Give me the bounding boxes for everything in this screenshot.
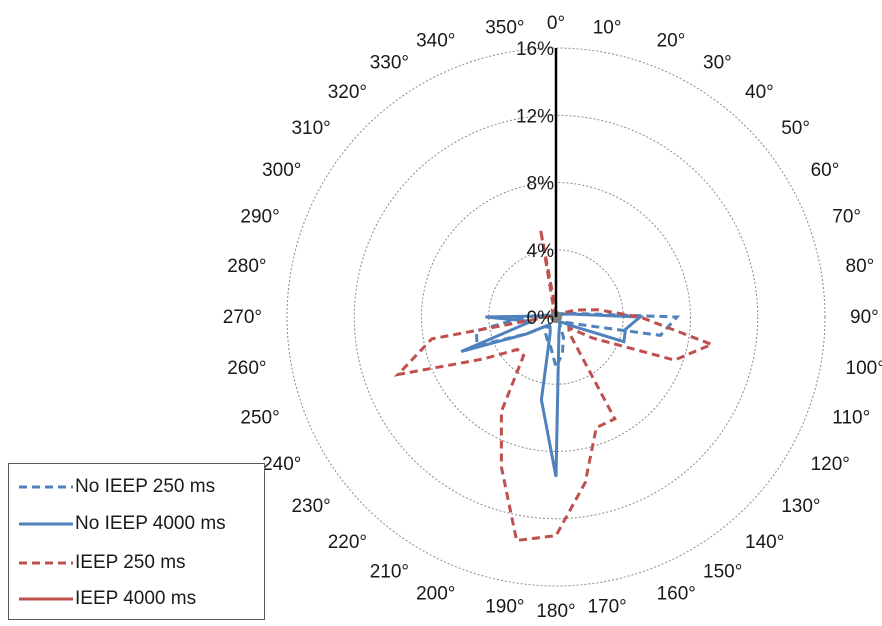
legend: No IEEP 250 ms No IEEP 4000 ms IEEP 250 … [8,463,265,620]
angle-tick-label: 300° [262,160,301,181]
angle-tick-label: 40° [745,82,774,103]
angle-tick-label: 230° [291,496,330,517]
angle-tick-label: 250° [240,408,279,429]
legend-swatch [19,561,73,565]
angle-tick-label: 320° [328,82,367,103]
angle-tick-label: 50° [781,118,810,139]
radial-tick-label: 16% [516,39,554,60]
angle-tick-label: 90° [850,307,879,328]
angle-tick-label: 310° [291,118,330,139]
gridline-ring [353,114,759,520]
radial-tick-label: 0% [527,308,555,329]
angle-tick-label: 210° [370,562,409,583]
angle-tick-label: 340° [416,31,455,52]
angle-tick-label: 170° [587,597,626,618]
angle-tick-label: 260° [227,358,266,379]
radial-tick-labels: 0% 4% 8% 12% 16% [516,39,554,329]
angle-tick-label: 280° [227,256,266,277]
angle-tick-label: 80° [846,256,875,277]
legend-item-ieep-4000: IEEP 4000 ms [19,586,196,612]
angle-tick-label: 270° [223,307,262,328]
series-line [460,312,645,477]
angle-tick-label: 330° [370,52,409,73]
legend-item-no-ieep-250: No IEEP 250 ms [19,474,215,500]
legend-swatch [19,597,73,601]
angle-tick-label: 220° [328,532,367,553]
angle-tick-label: 110° [832,408,870,429]
angle-tick-label: 130° [781,496,820,517]
angle-labels: 0° 10° 20° 30° 40° 50°60° 70° 80° 90° 100° 110° 120… [223,13,882,622]
angle-tick-label: 150° [703,562,742,583]
radial-tick-label: 4% [527,241,555,262]
legend-swatch [19,485,73,489]
angle-tick-label: 350° [485,18,524,39]
radial-tick-label: 12% [516,106,554,127]
angle-tick-label: 100° [846,358,882,379]
angle-tick-label: 290° [240,206,279,227]
legend-label: No IEEP 250 ms [75,476,216,497]
gridline-ring [286,47,826,587]
angle-tick-label: 140° [745,532,784,553]
angle-tick-label: 200° [416,583,455,604]
legend-label: No IEEP 4000 ms [75,513,226,534]
angle-tick-label: 0° [547,13,565,34]
angle-tick-label: 240° [262,454,301,475]
legend-swatch [19,522,73,526]
angle-tick-label: 60° [811,160,840,181]
angle-tick-label: 120° [811,454,850,475]
radial-tick-label: 8% [527,174,555,195]
legend-item-no-ieep-4000: No IEEP 4000 ms [19,511,226,537]
angle-tick-label: 10° [593,18,622,39]
legend-label: IEEP 4000 ms [75,588,197,609]
angle-tick-label: 70° [832,206,861,227]
legend-label: IEEP 250 ms [75,552,186,573]
angle-tick-label: 190° [485,597,524,618]
legend-item-ieep-250: IEEP 250 ms [19,550,186,576]
angle-tick-label: 30° [703,52,732,73]
angle-tick-label: 160° [657,583,696,604]
angle-tick-label: 180° [536,601,575,622]
angle-tick-label: 20° [657,31,686,52]
